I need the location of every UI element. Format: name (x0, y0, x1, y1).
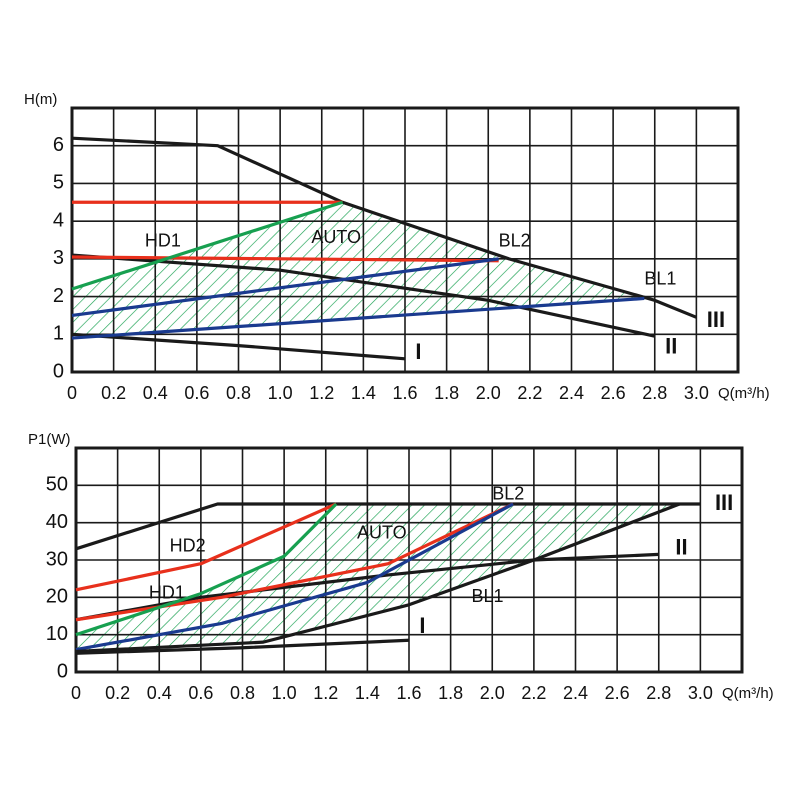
series-line (71, 253, 656, 338)
x-tick-label: 2.2 (521, 683, 546, 703)
x-tick-label: 0 (67, 383, 77, 403)
x-tick-label: 1.0 (268, 383, 293, 403)
x-axis-title: Q(m³/h) (718, 385, 770, 402)
series-line (75, 502, 337, 592)
x-tick-label: 2.4 (559, 383, 584, 403)
plot-frame (74, 446, 744, 674)
series-line (71, 255, 499, 263)
x-tick-label: 0.6 (184, 383, 209, 403)
series-label: BL2 (499, 231, 531, 251)
x-tick-label: 2.2 (517, 383, 542, 403)
series-label: III (707, 307, 725, 332)
y-tick-label: 10 (46, 623, 68, 645)
plot-frame (70, 106, 740, 374)
x-tick-label: 1.4 (351, 383, 376, 403)
series-label: HD2 (170, 536, 206, 556)
series-line (71, 296, 645, 340)
x-tick-label: 1.4 (355, 683, 380, 703)
x-tick-label: 1.8 (434, 383, 459, 403)
x-tick-label: 1.2 (309, 383, 334, 403)
series-label: BL2 (492, 483, 524, 503)
x-tick-label: 1.6 (392, 383, 417, 403)
y-tick-label: 1 (53, 323, 64, 345)
y-tick-label: 0 (57, 660, 68, 682)
series-line (71, 200, 344, 291)
y-tick-label: 5 (53, 172, 64, 194)
series-label: HD1 (149, 582, 185, 602)
series-line (75, 502, 338, 637)
y-axis-title: H(m) (24, 91, 57, 108)
series-label: BL1 (644, 268, 676, 288)
series-label: II (675, 535, 687, 560)
x-tick-label: 2.8 (646, 683, 671, 703)
y-tick-label: 3 (53, 247, 64, 269)
series-line (71, 332, 406, 361)
series-line (75, 502, 514, 652)
x-tick-label: 0.2 (105, 683, 130, 703)
x-tick-label: 0.6 (188, 683, 213, 703)
series-line (75, 502, 701, 551)
series-label: II (665, 333, 677, 358)
series-line (75, 502, 681, 654)
series-label: III (715, 490, 733, 515)
x-tick-label: 1.8 (438, 683, 463, 703)
x-tick-label: 1.0 (272, 683, 297, 703)
y-tick-label: 0 (53, 360, 64, 382)
x-tick-label: 2.8 (642, 383, 667, 403)
series-line (71, 136, 697, 319)
y-tick-label: 50 (46, 474, 68, 496)
x-tick-label: 0.8 (230, 683, 255, 703)
x-tick-label: 2.0 (480, 683, 505, 703)
series-line (75, 552, 659, 622)
x-tick-label: 1.2 (313, 683, 338, 703)
x-tick-label: 1.6 (396, 683, 421, 703)
y-tick-label: 4 (53, 209, 64, 231)
series-label: HD1 (145, 231, 181, 251)
y-tick-label: 2 (53, 285, 64, 307)
y-tick-label: 20 (46, 586, 68, 608)
series-line (71, 257, 499, 318)
y-axis-title: P1(W) (28, 431, 71, 448)
x-tick-label: 0.2 (101, 383, 126, 403)
x-tick-label: 0.4 (143, 383, 168, 403)
x-tick-label: 0 (71, 683, 81, 703)
y-tick-label: 30 (46, 548, 68, 570)
y-tick-label: 6 (53, 134, 64, 156)
series-line (75, 638, 410, 655)
x-axis-title: Q(m³/h) (722, 685, 774, 702)
x-tick-label: 2.0 (476, 383, 501, 403)
series-label: I (419, 613, 425, 638)
x-tick-label: 2.4 (563, 683, 588, 703)
x-tick-label: 3.0 (684, 383, 709, 403)
x-tick-label: 3.0 (688, 683, 713, 703)
series-label: AUTO (311, 227, 361, 247)
x-tick-label: 2.6 (605, 683, 630, 703)
x-tick-label: 0.4 (147, 683, 172, 703)
y-tick-label: 40 (46, 511, 68, 533)
series-label: AUTO (357, 523, 407, 543)
series-label: I (415, 339, 421, 364)
series-line (75, 502, 514, 622)
x-tick-label: 0.8 (226, 383, 251, 403)
series-label: BL1 (471, 586, 503, 606)
x-tick-label: 2.6 (601, 383, 626, 403)
